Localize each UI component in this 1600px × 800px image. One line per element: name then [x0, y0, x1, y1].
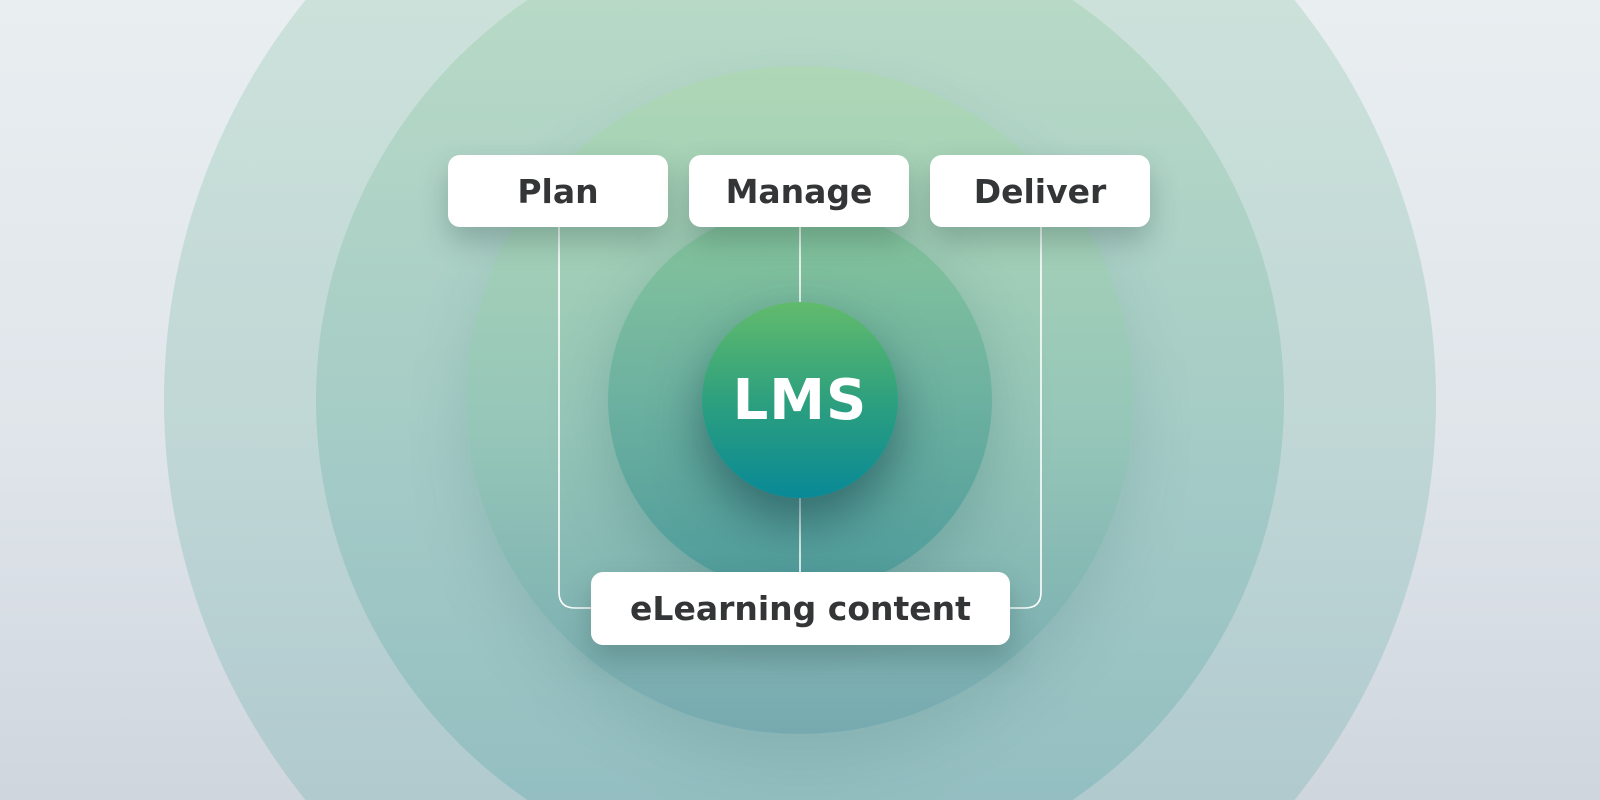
plan-box: Plan — [448, 155, 668, 227]
manage-box: Manage — [689, 155, 909, 227]
lms-label: LMS — [732, 367, 868, 433]
manage-label: Manage — [725, 171, 873, 211]
deliver-box: Deliver — [930, 155, 1150, 227]
deliver-label: Deliver — [973, 171, 1107, 211]
elearning-content-label: eLearning content — [630, 589, 971, 628]
lms-hub: LMS — [702, 302, 898, 498]
connector-deliver-to-content — [1010, 227, 1042, 609]
plan-label: Plan — [517, 171, 599, 211]
connector-plan-to-content — [558, 227, 591, 609]
elearning-content-box: eLearning content — [591, 572, 1010, 645]
